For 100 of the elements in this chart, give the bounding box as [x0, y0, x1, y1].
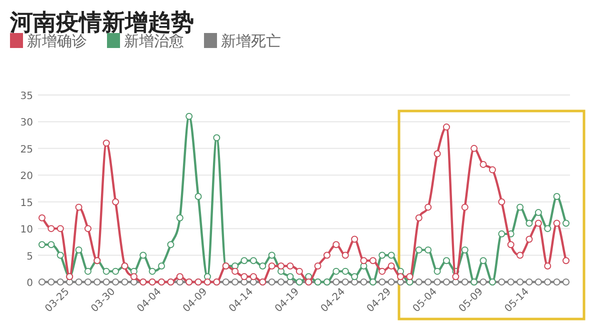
point	[397, 278, 404, 286]
point	[461, 246, 468, 254]
point	[442, 278, 450, 286]
point	[75, 246, 82, 254]
point	[148, 268, 156, 275]
point	[406, 273, 414, 280]
point	[213, 134, 220, 142]
point	[278, 262, 285, 270]
point	[48, 225, 55, 232]
point	[388, 278, 395, 286]
point	[544, 278, 552, 286]
point	[48, 278, 55, 286]
point	[553, 278, 560, 286]
point	[278, 268, 285, 275]
point	[351, 236, 358, 243]
point	[84, 268, 92, 275]
point	[480, 160, 487, 168]
point	[102, 140, 110, 147]
y-tick-label: 30	[20, 118, 33, 129]
point	[480, 257, 487, 264]
point	[397, 273, 404, 280]
point	[369, 257, 376, 264]
point	[388, 262, 395, 270]
y-tick-label: 5	[26, 251, 33, 262]
point	[332, 268, 340, 275]
point	[526, 236, 533, 243]
point	[102, 278, 110, 286]
point	[507, 278, 514, 286]
point	[388, 252, 395, 259]
point	[259, 262, 266, 270]
point	[442, 257, 450, 264]
point	[112, 268, 120, 275]
point	[48, 241, 55, 248]
point	[526, 278, 533, 286]
point	[553, 193, 560, 200]
point	[121, 278, 128, 286]
point	[194, 193, 202, 200]
y-tick-label: 25	[20, 144, 33, 156]
point	[240, 273, 248, 280]
point	[434, 150, 441, 158]
point	[56, 278, 64, 286]
point	[534, 278, 542, 286]
point	[526, 220, 533, 227]
point	[38, 278, 46, 286]
point	[415, 214, 422, 222]
point	[232, 268, 239, 275]
point	[498, 230, 506, 238]
point	[323, 252, 330, 259]
y-tick-label: 15	[20, 198, 33, 209]
point	[278, 278, 285, 286]
point	[516, 278, 524, 286]
point	[452, 273, 460, 280]
point	[360, 278, 368, 286]
point	[158, 262, 166, 270]
point	[553, 220, 560, 227]
point	[498, 278, 506, 286]
point	[250, 257, 257, 264]
y-tick-label: 20	[20, 171, 33, 182]
point	[562, 257, 570, 264]
point	[378, 268, 386, 275]
point	[56, 225, 64, 232]
point	[544, 262, 552, 270]
point	[286, 262, 294, 270]
point	[351, 273, 358, 280]
point	[56, 252, 64, 259]
point	[268, 252, 276, 259]
point	[434, 268, 441, 275]
point	[250, 273, 257, 280]
point	[534, 220, 542, 227]
point	[332, 278, 340, 286]
point	[424, 246, 432, 254]
point	[332, 241, 340, 248]
point	[424, 204, 432, 211]
point	[75, 278, 82, 286]
point	[488, 166, 496, 174]
point	[112, 278, 120, 286]
point	[434, 278, 441, 286]
point	[84, 225, 92, 232]
point	[102, 268, 110, 275]
y-tick-label: 10	[20, 224, 33, 236]
point	[286, 273, 294, 280]
legend-label: 新增死亡	[221, 32, 281, 50]
point	[461, 278, 468, 286]
point	[167, 241, 174, 248]
point	[562, 220, 570, 227]
point	[38, 241, 46, 248]
y-tick-label: 0	[26, 278, 33, 289]
point	[186, 112, 193, 120]
point	[516, 252, 524, 259]
point	[424, 278, 432, 286]
point	[268, 262, 276, 270]
point	[232, 278, 239, 286]
point	[498, 198, 506, 206]
point	[507, 241, 514, 248]
point	[442, 124, 450, 131]
point	[480, 278, 487, 286]
point	[84, 278, 92, 286]
point	[360, 257, 368, 264]
point	[240, 257, 248, 264]
point	[415, 246, 422, 254]
